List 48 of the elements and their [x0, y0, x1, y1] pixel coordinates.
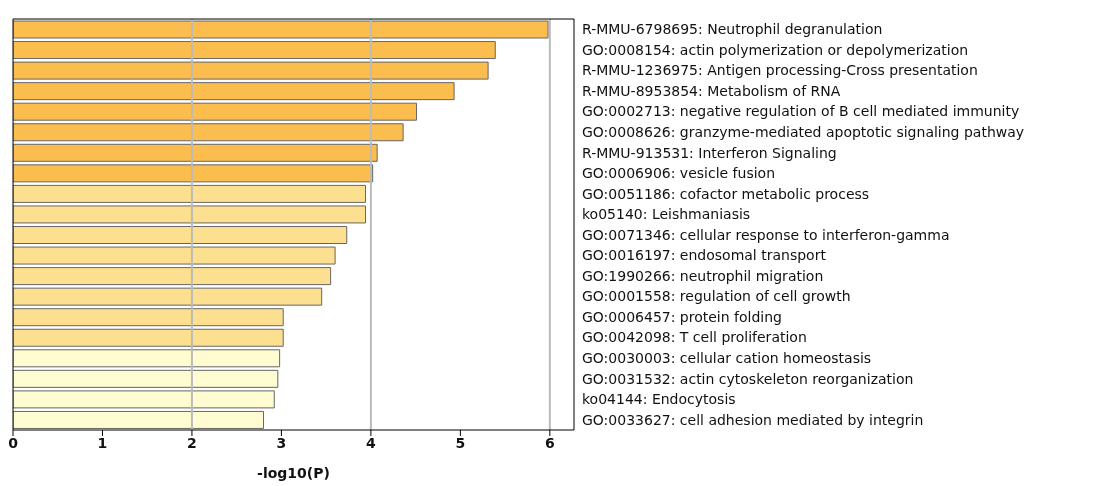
y-tick-label: R-MMU-913531: Interferon Signaling [582, 144, 837, 161]
bar [13, 61, 489, 80]
x-tick-label: 3 [276, 434, 287, 451]
bar [13, 226, 348, 244]
bar [13, 205, 367, 224]
y-tick-label: GO:0051186: cofactor metabolic process [582, 185, 870, 202]
bar [13, 102, 418, 121]
y-tick-label: GO:1990266: neutrophil migration [582, 267, 824, 284]
y-tick-label: GO:0002713: negative regulation of B cell mediated immunity [582, 103, 1020, 120]
bar [13, 20, 549, 39]
bar [13, 123, 404, 142]
bar [13, 164, 374, 183]
x-axis-title: -log10(P) [257, 465, 330, 481]
y-tick-label: R-MMU-8953854: Metabolism of RNA [582, 82, 841, 99]
y-tick-label: ko05140: Leishmaniasis [582, 206, 751, 223]
x-tick-label: 6 [544, 434, 555, 451]
y-tick-label: R-MMU-6798695: Neutrophil degranulation [582, 21, 883, 38]
y-tick-label: GO:0042098: T cell proliferation [582, 329, 807, 346]
y-tick-label: GO:0016197: endosomal transport [582, 247, 827, 264]
bar [13, 267, 332, 286]
y-tick-label: GO:0071346: cellular response to interferon-gamma [582, 226, 950, 243]
y-tick-label: GO:0008154: actin polymerization or depolymerization [582, 41, 969, 58]
y-tick-label: R-MMU-1236975: Antigen processing-Cross presentation [582, 62, 978, 79]
y-tick-label: GO:0030003: cellular cation homeostasis [582, 350, 872, 367]
y-tick-label: ko04144: Endocytosis [582, 391, 736, 408]
y-tick-label: GO:0031532: actin cytoskeleton reorganization [582, 370, 914, 387]
y-tick-label: GO:0008626: granzyme-mediated apoptotic signaling pathway [582, 123, 1025, 140]
bar [13, 349, 281, 368]
x-tick-label: 0 [8, 434, 19, 451]
y-tick-label: GO:0006906: vesicle fusion [582, 165, 776, 182]
bar [13, 82, 455, 101]
bar [13, 287, 323, 306]
x-tick-label: 4 [366, 434, 377, 451]
y-tick-label: GO:0001558: regulation of cell growth [582, 288, 851, 305]
y-tick-label: GO:0033627: cell adhesion mediated by integrin [582, 411, 924, 428]
bar [13, 143, 378, 162]
bar [13, 184, 367, 203]
bar [13, 410, 265, 429]
bar [13, 328, 284, 347]
bar [13, 246, 336, 265]
x-tick-label: 1 [97, 434, 108, 451]
x-tick-label: 2 [187, 434, 197, 451]
bar [13, 308, 284, 327]
y-tick-label: GO:0006457: protein folding [582, 308, 782, 325]
bar [13, 369, 279, 388]
bar [13, 390, 275, 409]
x-tick-label: 5 [455, 434, 466, 451]
bar [13, 41, 496, 60]
